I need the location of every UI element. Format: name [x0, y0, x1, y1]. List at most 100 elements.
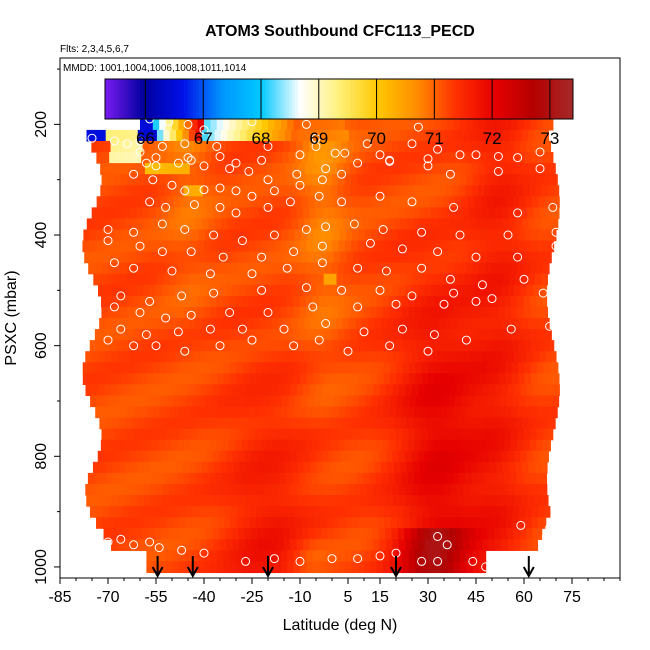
sample-point: [407, 197, 417, 207]
curtain-cell: [268, 373, 276, 385]
curtain-cell: [322, 284, 330, 297]
curtain-cell: [474, 395, 482, 408]
curtain-cell: [534, 129, 542, 142]
curtain-cell: [433, 185, 441, 197]
curtain-cell: [244, 140, 252, 153]
curtain-cell: [433, 439, 441, 452]
curtain-cell: [374, 417, 382, 430]
curtain-cell: [179, 196, 187, 208]
curtain-cell: [238, 351, 246, 363]
curtain-cell: [284, 129, 292, 142]
curtain-cell: [353, 140, 361, 153]
curtain-cell: [129, 450, 137, 463]
curtain-cell: [447, 306, 455, 319]
curtain-cell: [123, 450, 131, 463]
curtain-cell: [114, 428, 122, 441]
curtain-cell: [493, 506, 501, 518]
colorbar-cell: [166, 79, 170, 119]
curtain-cell: [470, 129, 478, 142]
curtain-cell: [172, 517, 180, 529]
curtain-cell: [189, 163, 197, 175]
curtain-cell: [417, 140, 425, 153]
sample-point: [186, 155, 196, 165]
curtain-cell: [437, 284, 445, 297]
curtain-cell: [486, 152, 494, 164]
curtain-cell: [187, 284, 195, 297]
curtain-cell: [167, 528, 175, 540]
curtain-cell: [219, 140, 227, 153]
curtain-cell: [243, 517, 251, 529]
curtain-cell: [445, 417, 452, 430]
sample-point: [269, 554, 279, 564]
curtain-cell: [360, 483, 368, 496]
curtain-cell: [431, 384, 439, 397]
sample-point: [375, 551, 385, 561]
curtain-cell: [172, 561, 179, 574]
sample-point: [237, 236, 247, 246]
curtain-cell: [415, 428, 423, 441]
curtain-cell: [437, 207, 445, 220]
curtain-cell: [553, 218, 559, 231]
colorbar-cell: [192, 79, 197, 119]
curtain-cell: [187, 351, 195, 363]
curtain-cell: [492, 229, 500, 242]
curtain-cell: [96, 395, 104, 408]
curtain-cell: [211, 395, 219, 408]
curtain-cell: [542, 472, 548, 485]
curtain-cell: [155, 483, 163, 496]
curtain-cell: [457, 129, 465, 142]
curtain-cell: [392, 450, 400, 463]
colorbar-cell: [353, 79, 358, 119]
curtain-cell: [304, 461, 312, 474]
curtain-cell: [497, 185, 505, 197]
curtain-cell: [271, 384, 279, 397]
curtain-cell: [108, 373, 116, 385]
curtain-cell: [155, 539, 163, 551]
curtain-cell: [474, 251, 482, 264]
curtain-cell: [157, 273, 165, 286]
curtain-cell: [299, 472, 307, 485]
curtain-cell: [263, 196, 271, 208]
curtain-cell: [106, 273, 114, 286]
curtain-cell: [256, 196, 264, 208]
curtain-cell: [139, 329, 147, 341]
curtain-cell: [350, 295, 358, 308]
curtain-cell: [373, 384, 381, 397]
curtain-cell: [178, 362, 186, 374]
sample-point: [199, 125, 209, 135]
curtain-cell: [262, 517, 270, 529]
curtain-cell: [404, 450, 412, 463]
sample-point: [141, 158, 151, 168]
sample-point: [340, 148, 350, 158]
curtain-cell: [492, 517, 500, 529]
curtain-cell: [398, 140, 406, 153]
curtain-cell: [347, 207, 355, 220]
sample-point: [381, 266, 391, 276]
curtain-cell: [96, 506, 104, 518]
curtain-cell: [162, 384, 170, 397]
curtain-cell: [229, 174, 237, 186]
curtain-cell: [382, 439, 390, 452]
curtain-cell: [284, 318, 292, 330]
curtain-cell: [239, 539, 247, 551]
curtain-cell: [210, 373, 218, 385]
curtain-cell: [198, 517, 206, 529]
colorbar-tick-label: 73: [540, 129, 559, 148]
curtain-cell: [352, 340, 360, 352]
curtain-cell: [532, 450, 540, 463]
curtain-cell: [438, 273, 446, 286]
curtain-cell: [172, 118, 179, 131]
curtain-cell: [139, 472, 147, 485]
curtain-cell: [126, 439, 134, 452]
curtain-cell: [243, 229, 251, 242]
curtain-cell: [146, 329, 154, 341]
curtain-cell: [170, 185, 178, 197]
curtain-cell: [306, 329, 314, 341]
curtain-cell: [218, 251, 226, 264]
curtain-cell: [408, 329, 416, 341]
curtain-cell: [522, 185, 530, 197]
curtain-cell: [344, 428, 352, 441]
colorbar-cell: [532, 79, 536, 119]
curtain-cell: [475, 140, 483, 153]
curtain-cell: [520, 450, 528, 463]
